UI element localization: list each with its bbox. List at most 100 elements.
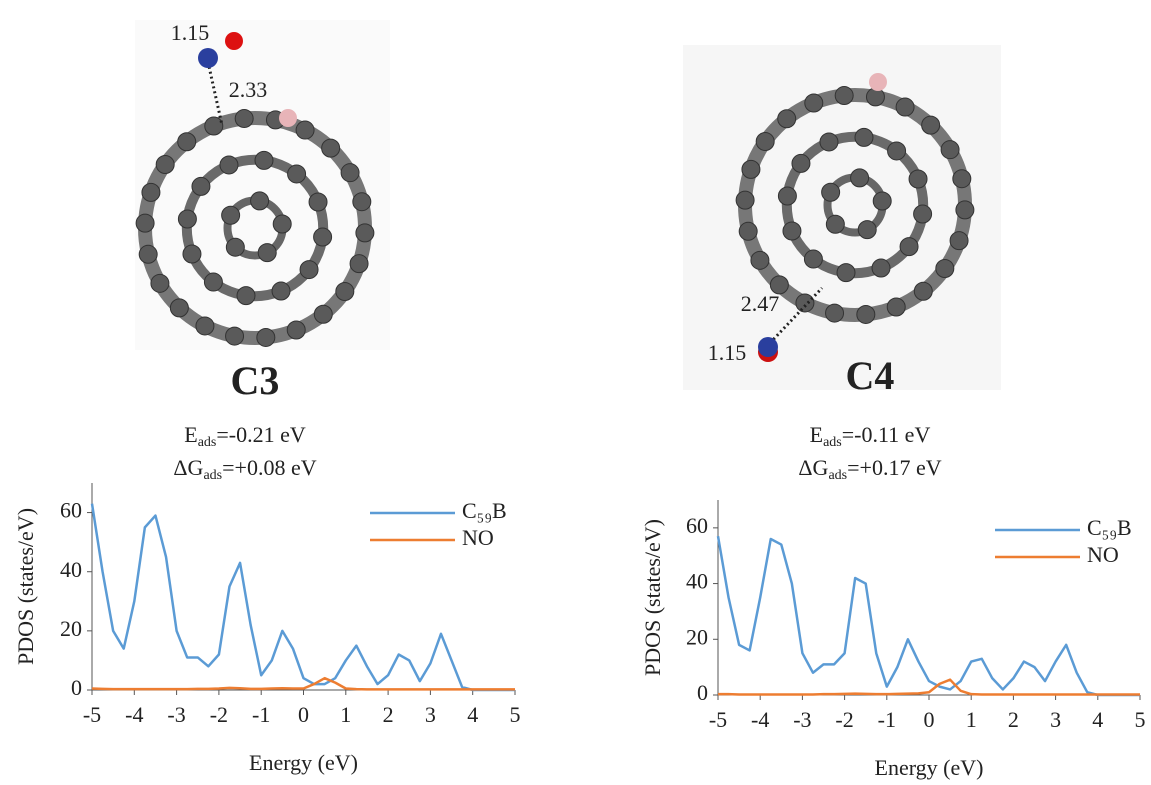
atom xyxy=(353,193,371,211)
atom xyxy=(287,321,305,339)
atom xyxy=(251,192,269,210)
x-tick-label: -3 xyxy=(167,702,185,727)
subscript: ads xyxy=(198,435,217,450)
distance: 2.33 xyxy=(229,77,268,102)
y-tick-label: 60 xyxy=(686,513,708,538)
atom xyxy=(170,299,188,317)
line xyxy=(718,536,1140,695)
atom xyxy=(956,201,974,219)
x-tick-label: 3 xyxy=(425,702,436,727)
x-tick-label: 4 xyxy=(467,702,478,727)
x-tick-label: 3 xyxy=(1050,707,1061,732)
x-tick-label: 1 xyxy=(340,702,351,727)
y-tick-label: 20 xyxy=(686,624,708,649)
atom xyxy=(220,156,238,174)
atom xyxy=(851,169,869,187)
atom xyxy=(288,165,306,183)
atom xyxy=(873,192,891,210)
x-tick-label: -1 xyxy=(878,707,896,732)
atom xyxy=(222,206,240,224)
atom xyxy=(778,110,796,128)
atom xyxy=(192,177,210,195)
atom xyxy=(804,250,822,268)
x-tick-label: -4 xyxy=(751,707,769,732)
atom xyxy=(941,141,959,159)
atom xyxy=(142,183,160,201)
y-tick-label: 40 xyxy=(60,557,82,582)
atom xyxy=(178,133,196,151)
legend-label: C₅₉B xyxy=(1087,515,1132,540)
atom xyxy=(872,259,890,277)
atom xyxy=(835,87,853,105)
value: =+0.17 eV xyxy=(847,455,942,480)
energy-text: Eads=-0.11 eV xyxy=(810,422,931,450)
legend-label: C₅₉B xyxy=(462,498,507,523)
symbol: E xyxy=(184,422,197,447)
atom xyxy=(257,328,275,346)
y-tick-label: 0 xyxy=(697,680,708,705)
atom xyxy=(914,205,932,223)
atom xyxy=(235,110,253,128)
atom xyxy=(826,215,844,233)
atom xyxy=(204,273,222,291)
atom xyxy=(226,327,244,345)
atom xyxy=(156,155,174,173)
atom xyxy=(783,222,801,240)
panel-label: C4 xyxy=(846,353,895,398)
atom xyxy=(183,245,201,263)
atom xyxy=(151,274,169,292)
x-tick-label: 4 xyxy=(1092,707,1103,732)
x-tick-label: 2 xyxy=(1008,707,1019,732)
atom xyxy=(900,238,918,256)
atom xyxy=(888,142,906,160)
x-tick-label: 2 xyxy=(383,702,394,727)
y-tick-label: 60 xyxy=(60,498,82,523)
x-tick-label: 5 xyxy=(510,702,521,727)
distance: 2.47 xyxy=(741,291,780,316)
atom xyxy=(255,151,273,169)
atom xyxy=(314,228,332,246)
atom xyxy=(778,187,796,205)
energy-text: Eads=-0.21 eV xyxy=(184,422,306,450)
nitrogen-atom xyxy=(758,337,778,357)
x-tick-label: -5 xyxy=(83,702,101,727)
atom xyxy=(356,224,374,242)
atom xyxy=(896,98,914,116)
energy-text: ΔGads=+0.08 eV xyxy=(173,455,316,483)
atom xyxy=(237,287,255,305)
atom xyxy=(822,183,840,201)
atom xyxy=(857,305,875,323)
atom xyxy=(751,251,769,269)
y-tick-label: 0 xyxy=(71,675,82,700)
atom xyxy=(805,94,823,112)
x-tick-label: 0 xyxy=(298,702,309,727)
value: =+0.08 eV xyxy=(222,455,317,480)
atom xyxy=(936,260,954,278)
atom xyxy=(309,193,327,211)
atom xyxy=(314,305,332,323)
x-tick-label: 5 xyxy=(1135,707,1146,732)
bond-length: 1.15 xyxy=(708,340,747,365)
atom xyxy=(139,245,157,263)
symbol: ΔG xyxy=(173,455,203,480)
boron-atom xyxy=(279,109,297,127)
line xyxy=(92,678,515,689)
x-tick-label: 0 xyxy=(924,707,935,732)
symbol: ΔG xyxy=(798,455,828,480)
value: =-0.21 eV xyxy=(216,422,305,447)
atom xyxy=(742,160,760,178)
y-tick-label: 40 xyxy=(686,569,708,594)
y-axis-label: PDOS (states/eV) xyxy=(640,519,665,676)
atom xyxy=(796,294,814,312)
atom xyxy=(736,191,754,209)
boron-atom xyxy=(869,73,887,91)
atom xyxy=(953,170,971,188)
atom xyxy=(826,304,844,322)
x-axis-label: Energy (eV) xyxy=(249,750,358,775)
figure: 1.15 2.33 C3 2.47 1.15 C4 Eads=-0.21 eVΔ… xyxy=(0,0,1151,785)
atom xyxy=(205,117,223,135)
atom xyxy=(300,261,318,279)
atom xyxy=(820,133,838,151)
atom xyxy=(950,232,968,250)
panel-label: C3 xyxy=(231,358,280,403)
